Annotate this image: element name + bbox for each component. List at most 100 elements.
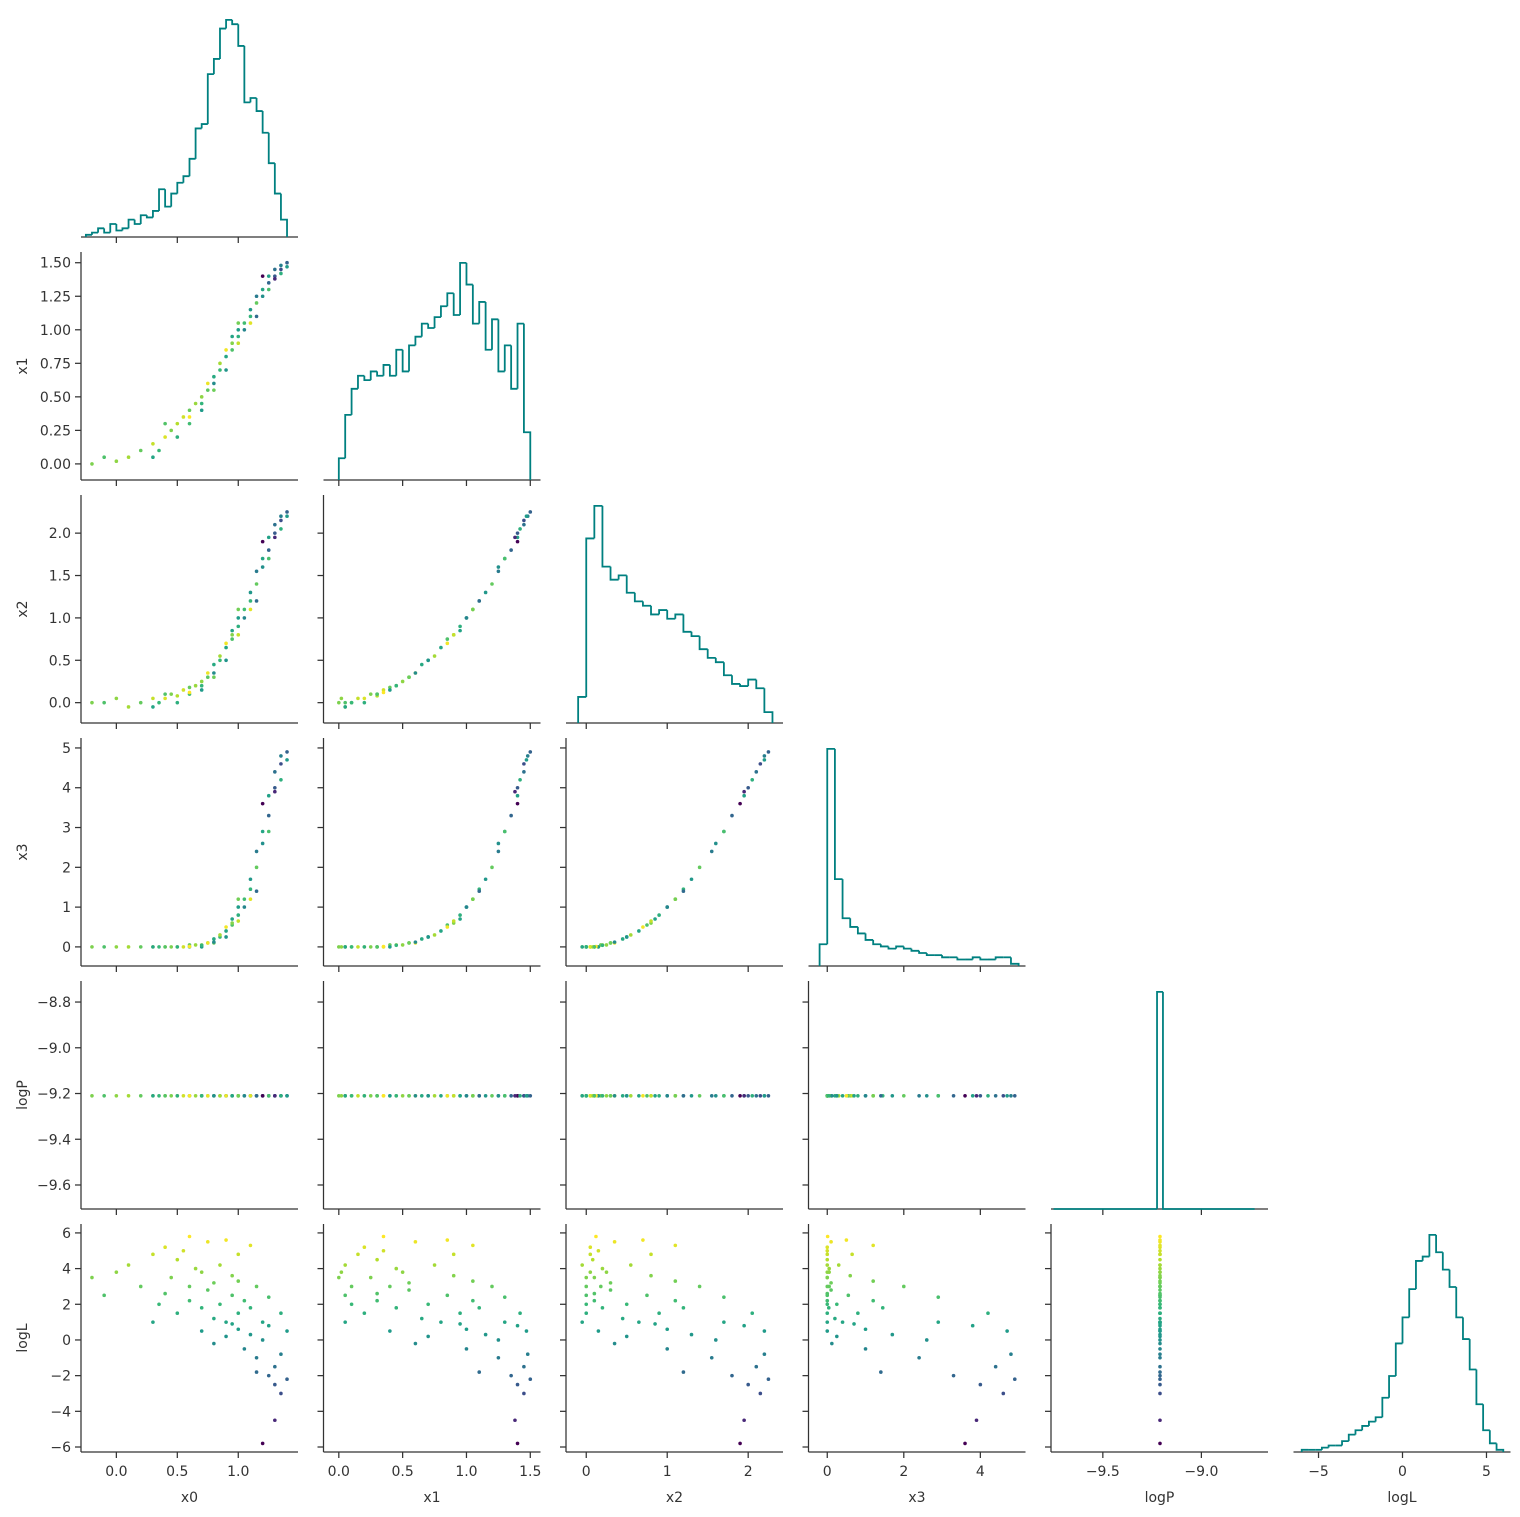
scatter-point [339,1094,344,1098]
scatter-point [850,1252,854,1257]
hist-bin [856,926,866,935]
scatter-point [413,1094,418,1098]
hist-bin [666,610,676,620]
scatter-point [212,937,216,941]
scatter-point [825,1311,830,1316]
x-tick-label: 2 [899,1464,908,1480]
scatter-point [986,1094,990,1098]
scatter-point [169,1094,174,1098]
x-axis-label: x3 [908,1490,925,1506]
x-axis-label: x0 [181,1490,198,1506]
y-tick-label: 4 [62,1262,71,1278]
scatter-point [163,1245,167,1249]
scatter-point [825,1252,830,1257]
scatter-point [394,683,399,688]
scatter-point [580,1263,584,1267]
scatter-point [518,527,522,531]
scatter-point [151,1252,155,1257]
scatter-point [612,1341,617,1346]
scatter-point [199,1306,204,1310]
scatter-point [890,1332,895,1337]
y-axis-label: x2 [15,600,31,617]
hist-bin [918,950,927,954]
hist-bin [1354,1429,1363,1435]
scatter-point [936,1295,941,1299]
scatter-point [381,1094,386,1098]
scatter-point [496,1338,501,1342]
scatter-point [273,770,277,774]
scatter-point [169,945,174,949]
scatter-point [279,527,283,531]
hist-bin [478,301,486,324]
scatter-point [525,754,530,758]
scatter-point [901,1094,906,1098]
scatter-point [496,849,501,854]
x-tick-label: 5 [1482,1464,1491,1480]
scatter-point [641,925,645,929]
scatter-point [224,354,228,359]
scatter-point [279,271,283,276]
hist-bin [731,675,741,685]
scatter-point [1158,1238,1162,1242]
scatter-point [528,750,533,754]
scatter-point [230,637,234,641]
scatter-point [181,688,186,692]
scatter-point [254,865,259,870]
scatter-point [917,1356,921,1360]
scatter-point [260,539,265,544]
scatter-point [285,758,289,762]
scatter-point [242,327,247,332]
scatter-point [337,1094,341,1098]
scatter-point [924,1094,929,1098]
scatter-point [471,1094,475,1098]
scatter-point [464,616,469,620]
scatter-point [1158,1352,1162,1357]
scatter-point [218,654,222,658]
hist-bin [1341,1440,1349,1446]
scatter-point [230,917,234,921]
scatter-point [681,1306,686,1310]
scatter-point [620,1094,625,1098]
hist-bin [446,292,454,307]
hist-bin [674,613,684,619]
scatter-point [490,582,494,586]
scatter-point [665,905,670,909]
hist-bin [219,27,227,59]
scatter-point [343,700,348,705]
scatter-point [163,692,167,696]
scatter-point [181,415,186,419]
scatter-point [248,1306,253,1310]
hist-bin [879,944,889,948]
scatter-point [187,1284,192,1289]
scatter-point [205,388,210,392]
scatter-point [356,1252,360,1257]
scatter-point [825,1298,830,1303]
scatter-point [419,937,424,941]
scatter-point [266,1323,271,1328]
scatter-point [445,637,450,641]
scatter-point [483,877,488,882]
scatter-point [368,1275,373,1280]
scatter-point [224,1094,228,1098]
scatter-point [471,1279,475,1283]
hist-bin [212,58,220,75]
y-tick-label: 5 [62,741,71,757]
hist-bin [755,679,765,690]
scatter-point [513,789,517,794]
scatter-point [151,705,155,709]
scatter-point [236,1327,241,1332]
scatter-point [464,1094,469,1098]
scatter-point [758,762,763,766]
scatter-point [193,683,198,688]
scatter-point [375,945,379,949]
y-tick-label: −2 [50,1369,71,1385]
scatter-point [224,641,228,646]
scatter-point [260,1338,265,1342]
scatter-point [236,1311,241,1316]
scatter-point [432,1094,437,1098]
scatter-point [1158,1329,1162,1333]
scatter-point [266,287,271,292]
scatter-point [224,368,228,372]
scatter-point [248,599,253,603]
scatter-point [242,607,247,612]
